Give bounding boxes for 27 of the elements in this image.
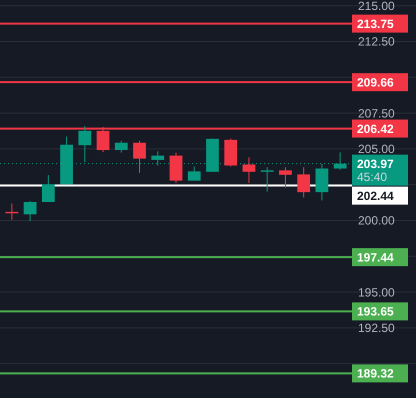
candlestick	[260, 166, 274, 192]
ref-line-label: 213.75	[357, 16, 394, 31]
candlestick	[316, 163, 328, 201]
ref-line-label: 206.42	[357, 122, 394, 136]
candlestick	[114, 140, 128, 154]
y-tick-label: 212.50	[358, 34, 396, 49]
text: 45:40	[357, 170, 388, 184]
y-tick-label: 205.00	[358, 142, 396, 156]
candlestick	[133, 140, 146, 174]
y-tick-label: 207.50	[358, 106, 396, 120]
ref-line-label: 193.65	[357, 304, 394, 319]
candlestick	[42, 174, 55, 203]
y-tick-label: 215.00	[358, 0, 396, 13]
ref-line-label: 209.66	[357, 75, 394, 90]
ref-line-label: 189.32	[357, 366, 394, 381]
y-tick-label: 200.00	[358, 214, 396, 228]
ref-line-label: 202.44	[357, 188, 394, 203]
ref-line-label: 197.44	[357, 250, 394, 264]
y-tick-label: 195.00	[358, 285, 396, 300]
candlestick	[242, 156, 256, 184]
candlestick	[297, 166, 310, 198]
ref-line-label: 203.97	[357, 156, 394, 171]
y-tick-label: 192.50	[358, 321, 396, 336]
candlestick	[5, 202, 18, 220]
candlestick	[279, 166, 292, 188]
candlestick	[188, 166, 201, 182]
candlestick	[24, 200, 36, 222]
